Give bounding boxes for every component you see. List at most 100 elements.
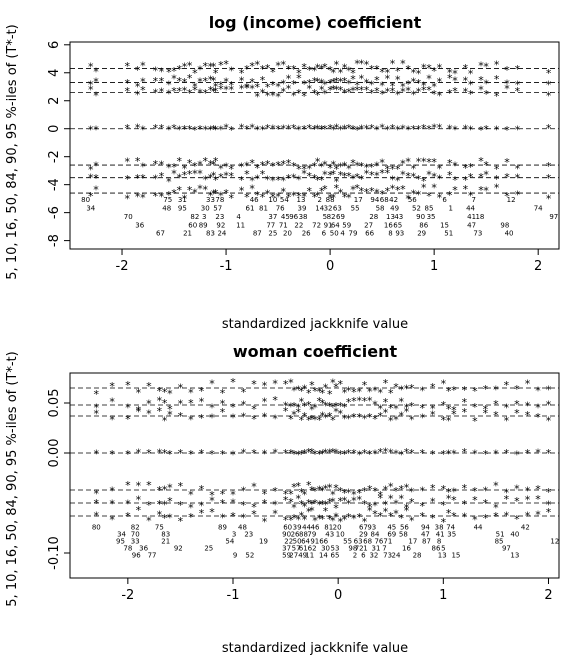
data-point-star-p84: * — [251, 413, 257, 426]
data-point-star-p95: * — [319, 62, 325, 75]
data-point-star-p84: * — [223, 84, 229, 97]
data-point-star-p5: * — [346, 192, 352, 205]
data-point-star-p50: * — [493, 448, 499, 461]
observation-label: 48 — [162, 205, 171, 213]
observation-label: 81 — [324, 524, 333, 532]
y-axis-label-woman: 5, 10, 16, 50, 84, 90, 95 %-iles of (T*-… — [5, 351, 20, 606]
data-point-star-p50: * — [171, 122, 177, 135]
data-point-star-p95: * — [447, 66, 453, 79]
data-point-star-p84: * — [296, 87, 302, 100]
observation-label: 97 — [502, 545, 511, 553]
data-point-star-p5: * — [223, 187, 229, 200]
data-point-star-p5: * — [209, 506, 215, 519]
data-point-star-p50: * — [288, 447, 294, 460]
data-point-star-p10: * — [316, 498, 322, 511]
data-point-star-p95: * — [421, 61, 427, 74]
data-point-star-p50: * — [514, 448, 520, 461]
data-point-star-p84: * — [262, 410, 268, 423]
data-point-star-p95: * — [166, 66, 172, 79]
data-point-star-p5: * — [272, 507, 278, 520]
data-point-star-p50: * — [220, 448, 226, 461]
observation-label: 17 — [408, 538, 417, 546]
data-point-star-p16: * — [483, 484, 489, 497]
data-point-star-p10: * — [146, 499, 152, 512]
data-point-star-p90: * — [462, 396, 468, 409]
observation-label: 15 — [451, 552, 460, 560]
data-point-star-p10: * — [260, 168, 266, 181]
observation-label: 36 — [139, 545, 148, 553]
observation-label: 13 — [386, 213, 395, 221]
data-point-star-p10: * — [171, 168, 177, 181]
data-point-star-p90: * — [124, 77, 130, 90]
data-point-star-p90: * — [546, 79, 552, 92]
data-point-star-p95: * — [350, 67, 356, 80]
data-point-star-p95: * — [420, 384, 426, 397]
observation-label: 59 — [282, 552, 291, 560]
data-point-star-p5: * — [244, 191, 250, 204]
data-point-star-p95: * — [283, 378, 289, 391]
data-point-star-p95: * — [223, 58, 229, 71]
data-point-star-p16: * — [93, 159, 99, 172]
data-point-star-p5: * — [385, 185, 391, 198]
x-axis-label-woman: standardized jackknife value — [222, 641, 408, 656]
data-point-star-p10: * — [299, 498, 305, 511]
data-point-star-p90: * — [315, 76, 321, 89]
data-point-star-p90: * — [446, 403, 452, 416]
data-point-star-p10: * — [197, 168, 203, 181]
data-point-star-p90: * — [346, 396, 352, 409]
observation-label: 35 — [447, 531, 456, 539]
observation-label: 55 — [351, 205, 360, 213]
observation-label: 52 — [245, 552, 254, 560]
data-point-star-p95: * — [409, 382, 415, 395]
data-point-star-p16: * — [283, 488, 289, 501]
data-point-star-p84: * — [288, 413, 294, 426]
data-point-star-p5: * — [338, 515, 344, 528]
data-point-star-p5: * — [374, 186, 380, 199]
data-point-star-p10: * — [354, 171, 360, 184]
data-point-star-p16: * — [213, 155, 219, 168]
data-point-star-p10: * — [525, 493, 531, 506]
data-point-star-p16: * — [306, 479, 312, 492]
data-point-star-p95: * — [213, 67, 219, 80]
data-point-star-p90: * — [171, 72, 177, 85]
plot-frame — [69, 372, 560, 579]
data-point-star-p84: * — [295, 406, 301, 419]
data-point-star-p90: * — [229, 79, 235, 92]
data-point-star-p5: * — [330, 192, 336, 205]
data-point-star-p16: * — [451, 485, 457, 498]
data-point-star-p50: * — [364, 122, 370, 135]
data-point-star-p16: * — [94, 488, 100, 501]
data-point-star-p95: * — [446, 385, 452, 398]
x-tick-label: 0 — [326, 259, 334, 274]
observation-label: 31 — [178, 196, 187, 204]
data-point-star-p5: * — [494, 182, 500, 195]
data-point-star-p90: * — [333, 400, 339, 413]
data-point-star-p10: * — [493, 501, 499, 514]
observation-label: 79 — [349, 230, 358, 238]
data-point-star-p10: * — [209, 494, 215, 507]
data-point-star-p10: * — [295, 492, 301, 505]
data-point-star-p95: * — [272, 377, 278, 390]
data-point-star-p5: * — [213, 187, 219, 200]
data-point-star-p84: * — [546, 414, 552, 427]
observation-label: 4 — [236, 213, 241, 221]
data-point-star-p50: * — [296, 123, 302, 136]
data-point-star-p5: * — [411, 188, 417, 201]
data-point-star-p16: * — [302, 488, 308, 501]
data-point-star-p95: * — [322, 61, 328, 74]
observation-label: 63 — [333, 205, 342, 213]
data-point-star-p95: * — [493, 383, 499, 396]
observation-label: 28 — [413, 552, 422, 560]
data-point-star-p84: * — [302, 410, 308, 423]
data-point-star-p50: * — [478, 124, 484, 137]
data-point-star-p84: * — [140, 84, 146, 97]
data-point-star-p84: * — [182, 84, 188, 97]
observation-label: 32 — [324, 205, 333, 213]
observation-label: 37 — [268, 213, 277, 221]
data-point-star-p50: * — [437, 122, 443, 135]
data-point-star-p10: * — [302, 501, 308, 514]
observation-label: 47 — [421, 531, 430, 539]
data-point-star-p95: * — [411, 67, 417, 80]
data-point-star-p50: * — [135, 122, 141, 135]
